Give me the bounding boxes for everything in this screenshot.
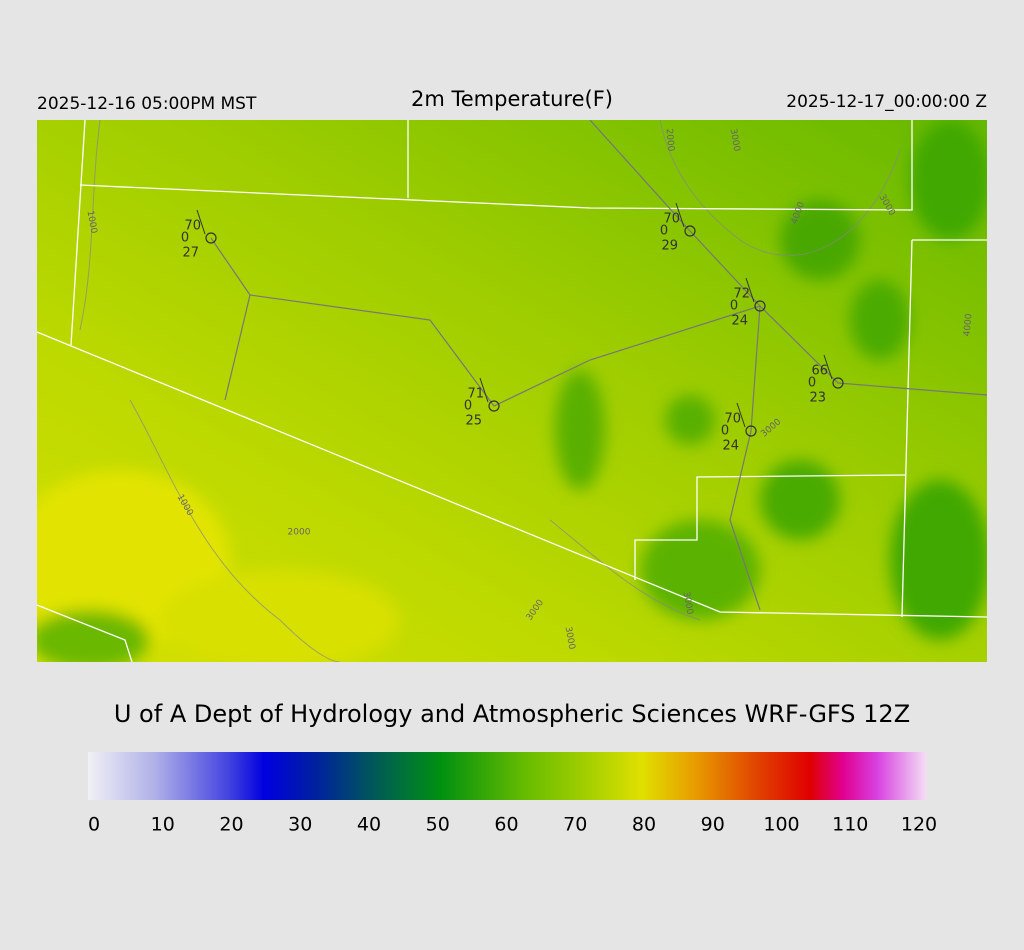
station-marker [745, 425, 757, 437]
station-wind: 0 [181, 231, 189, 246]
contour-label: 3000 [728, 128, 742, 153]
station-temp: 70 [184, 219, 201, 234]
colorbar-tick-label: 90 [701, 814, 725, 836]
station-temp: 66 [811, 364, 828, 379]
wind-staff [675, 202, 685, 228]
station-dewpoint: 24 [722, 439, 739, 454]
contour-label: 2000 [664, 128, 676, 152]
valid-time-local: 2025-12-16 05:00PM MST [37, 94, 257, 114]
colorbar-tick-label: 60 [494, 814, 518, 836]
wind-staff [736, 402, 746, 428]
contour-label: 3000 [681, 591, 695, 616]
terrain-contours [79, 120, 901, 662]
map [37, 120, 987, 662]
state-boundaries [37, 120, 987, 662]
temperature-shading [37, 120, 987, 662]
colorbar-tick-label: 0 [88, 814, 100, 836]
station-marker [684, 225, 696, 237]
colorbar-tick-label: 70 [563, 814, 587, 836]
wind-staff [479, 377, 489, 403]
station-temp: 71 [467, 387, 484, 402]
wind-staff [823, 354, 833, 380]
station-dewpoint: 24 [731, 314, 748, 329]
station-temp: 72 [733, 287, 750, 302]
station-marker [488, 400, 500, 412]
station-temp: 70 [724, 412, 741, 427]
station-dewpoint: 29 [661, 239, 678, 254]
map-title: 2m Temperature(F) [411, 87, 613, 111]
station-marker [205, 232, 217, 244]
station-dewpoint: 23 [809, 391, 826, 406]
station-temp: 70 [663, 212, 680, 227]
colorbar-tick-label: 100 [763, 814, 799, 836]
contour-label: 3000 [563, 626, 577, 651]
colorbar [88, 752, 927, 800]
colorbar-tick-label: 40 [357, 814, 381, 836]
colorbar-tick-label: 120 [901, 814, 937, 836]
station-wind: 0 [464, 399, 472, 414]
station-dewpoint: 25 [465, 414, 482, 429]
colorbar-tick-label: 110 [832, 814, 868, 836]
colorbar-tick-label: 20 [219, 814, 243, 836]
wind-staff [196, 209, 206, 235]
colorbar-tick-label: 80 [632, 814, 656, 836]
station-marker [832, 377, 844, 389]
station-dewpoint: 27 [182, 246, 199, 261]
colorbar-tick-label: 10 [151, 814, 175, 836]
station-wind: 0 [808, 376, 816, 391]
colorbar-tick-label: 30 [288, 814, 312, 836]
contour-label: 2000 [288, 528, 311, 538]
colorbar-tick-label: 50 [426, 814, 450, 836]
station-wind: 0 [721, 424, 729, 439]
valid-time-utc: 2025-12-17_00:00:00 Z [786, 92, 987, 112]
model-credit: U of A Dept of Hydrology and Atmospheric… [114, 700, 910, 728]
station-marker [754, 300, 766, 312]
roads [210, 120, 987, 611]
station-wind: 0 [660, 224, 668, 239]
station-wind: 0 [730, 299, 738, 314]
contour-label: 4000 [963, 313, 975, 337]
contour-label: 1000 [85, 210, 99, 235]
wind-staff [745, 277, 755, 303]
